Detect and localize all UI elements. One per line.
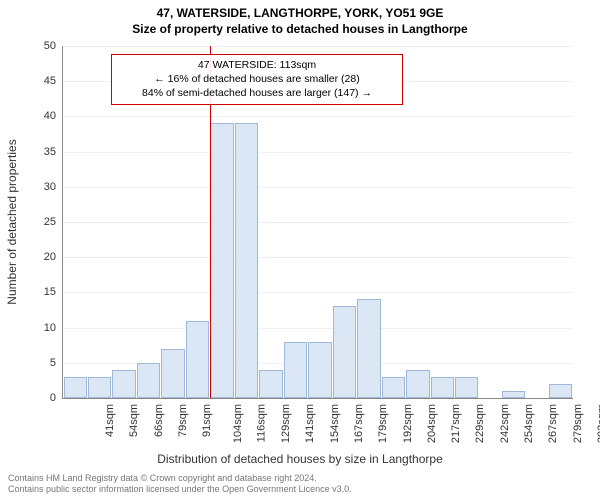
bar [112, 370, 135, 398]
x-tick-label: 179sqm [377, 404, 389, 443]
bar [88, 377, 111, 398]
y-tick-label: 45 [26, 75, 56, 87]
y-tick-label: 35 [26, 146, 56, 158]
x-tick-label: 129sqm [280, 404, 292, 443]
x-tick-label: 154sqm [329, 404, 341, 443]
y-tick-label: 40 [26, 110, 56, 122]
x-tick-label: 242sqm [499, 404, 511, 443]
bar [284, 342, 307, 398]
x-tick-label: 267sqm [547, 404, 559, 443]
bar [382, 377, 405, 398]
bar [333, 306, 356, 398]
x-tick-label: 167sqm [353, 404, 365, 443]
bar [357, 299, 380, 398]
y-tick-label: 15 [26, 286, 56, 298]
y-tick-label: 0 [26, 392, 56, 404]
annotation-box: 47 WATERSIDE: 113sqm ← 16% of detached h… [111, 54, 403, 105]
x-tick-label: 217sqm [450, 404, 462, 443]
y-tick-label: 25 [26, 216, 56, 228]
y-tick-label: 5 [26, 357, 56, 369]
bar [406, 370, 429, 398]
bar [161, 349, 184, 398]
bar [431, 377, 454, 398]
annotation-line-1: 47 WATERSIDE: 113sqm [118, 58, 396, 72]
x-tick-label: 79sqm [177, 404, 189, 437]
y-tick-label: 10 [26, 322, 56, 334]
x-tick-label: 254sqm [523, 404, 535, 443]
bar [259, 370, 282, 398]
footer-line-1: Contains HM Land Registry data © Crown c… [8, 473, 592, 485]
page-subtitle: Size of property relative to detached ho… [0, 20, 600, 36]
bar [235, 123, 258, 398]
x-tick-label: 104sqm [232, 404, 244, 443]
bar [64, 377, 87, 398]
x-tick-label: 116sqm [255, 404, 267, 442]
y-axis-label: Number of detached properties [5, 139, 19, 304]
bar [502, 391, 525, 398]
page-title: 47, WATERSIDE, LANGTHORPE, YORK, YO51 9G… [0, 0, 600, 20]
bar [210, 123, 233, 398]
bar [137, 363, 160, 398]
annotation-line-3: 84% of semi-detached houses are larger (… [118, 86, 396, 100]
x-axis-label: Distribution of detached houses by size … [0, 452, 600, 466]
y-tick-label: 20 [26, 251, 56, 263]
attribution-footer: Contains HM Land Registry data © Crown c… [8, 473, 592, 496]
annotation-line-2: ← 16% of detached houses are smaller (28… [118, 72, 396, 86]
bar [186, 321, 209, 398]
x-tick-label: 292sqm [596, 404, 600, 443]
footer-line-2: Contains public sector information licen… [8, 484, 592, 496]
y-tick-label: 30 [26, 181, 56, 193]
x-tick-label: 91sqm [201, 404, 213, 437]
bar [455, 377, 478, 398]
x-tick-label: 54sqm [128, 404, 140, 437]
x-tick-label: 204sqm [426, 404, 438, 443]
x-tick-label: 66sqm [153, 404, 165, 437]
x-tick-label: 279sqm [572, 404, 584, 443]
x-tick-label: 141sqm [305, 404, 317, 443]
x-tick-label: 192sqm [402, 404, 414, 443]
bar [549, 384, 572, 398]
y-tick-label: 50 [26, 40, 56, 52]
bar [308, 342, 331, 398]
chart-plot-area: 47 WATERSIDE: 113sqm ← 16% of detached h… [62, 46, 573, 399]
x-tick-label: 41sqm [104, 404, 116, 437]
x-tick-label: 229sqm [475, 404, 487, 443]
